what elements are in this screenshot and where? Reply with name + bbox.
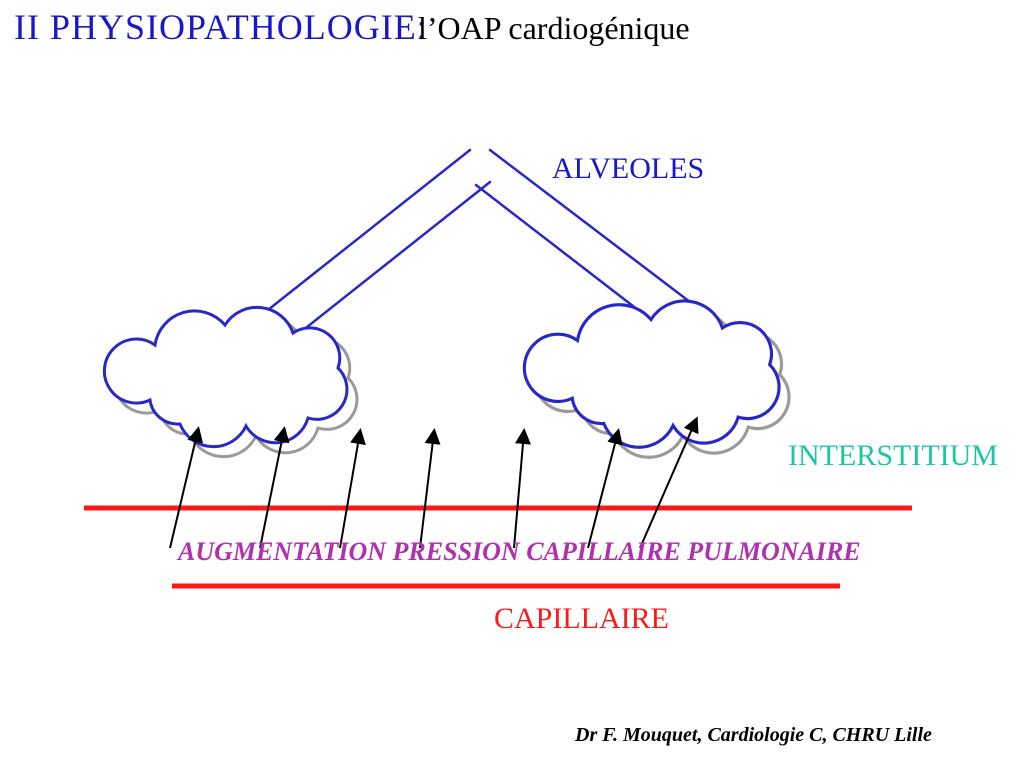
diagram-svg <box>0 0 1024 768</box>
label-alveoles: ALVEOLES <box>552 152 704 186</box>
footer-credit: Dr F. Mouquet, Cardiologie C, CHRU Lille <box>575 724 932 747</box>
label-interstitium: INTERSTITIUM <box>788 439 998 473</box>
slide-canvas: II PHYSIOPATHOLOGIE: l’OAP cardiogénique… <box>0 0 1024 768</box>
label-pressure: AUGMENTATION PRESSION CAPILLAIRE PULMONA… <box>178 537 861 567</box>
label-capillaire: CAPILLAIRE <box>494 602 669 636</box>
